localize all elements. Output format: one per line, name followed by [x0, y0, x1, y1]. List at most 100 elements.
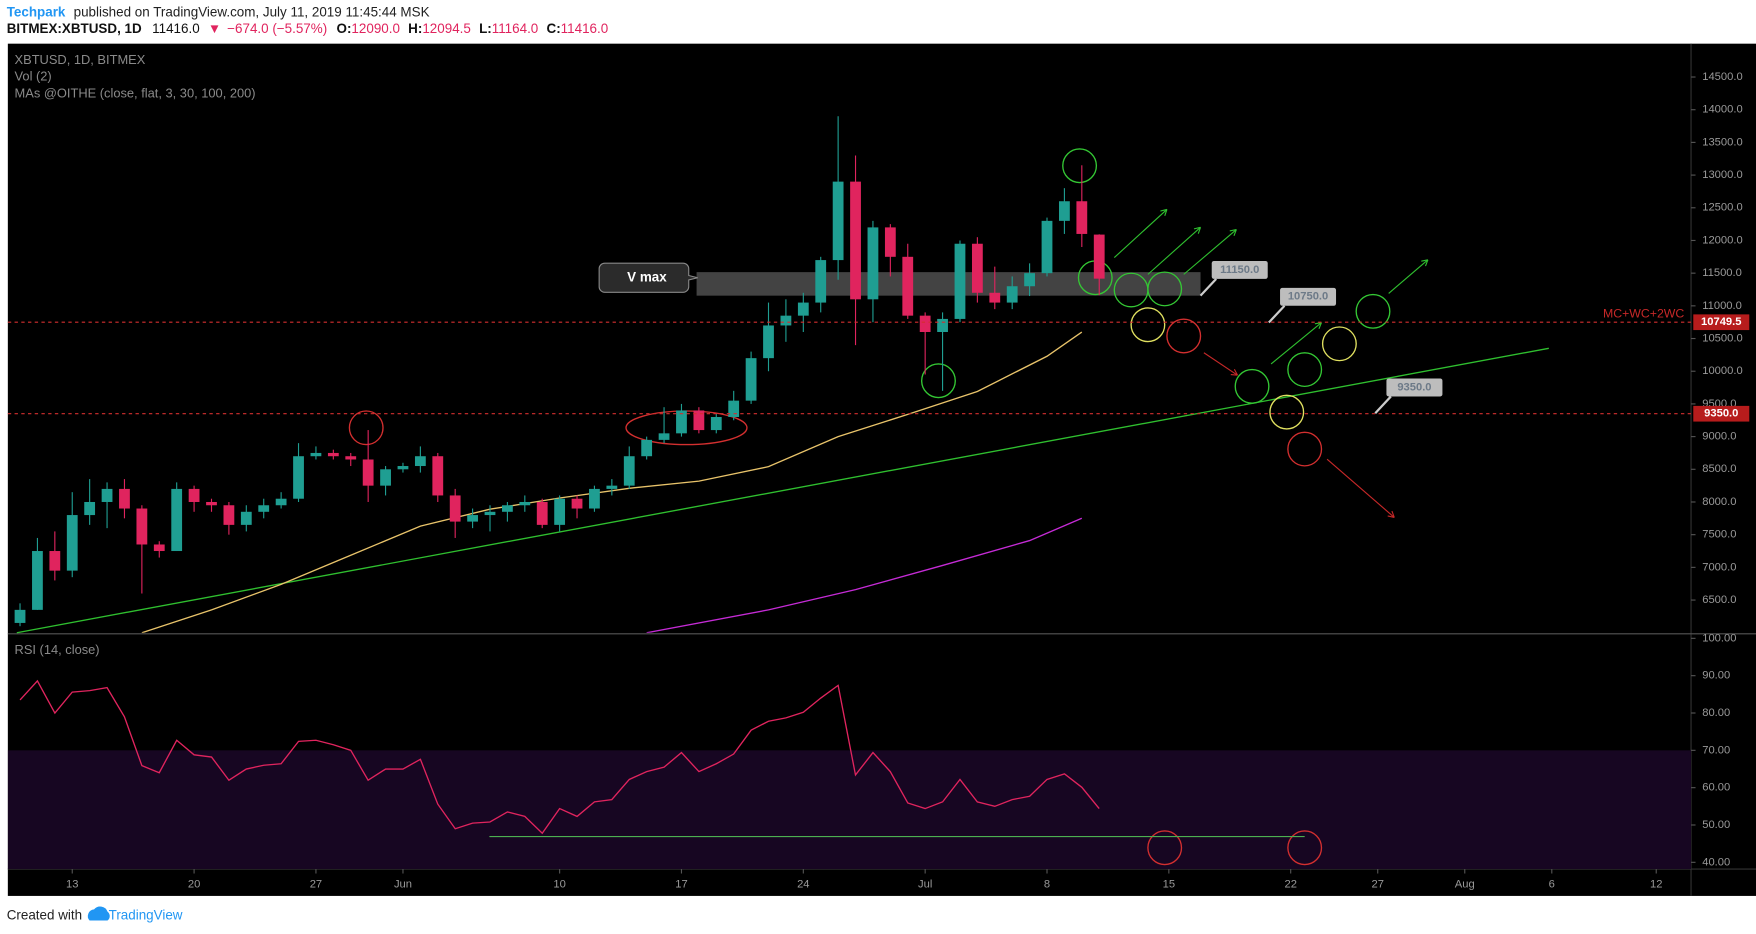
x-tick-label: 13 [66, 879, 78, 891]
candle-body [206, 501, 217, 506]
x-tick-label: 20 [188, 879, 200, 891]
arrow-head [1160, 208, 1168, 216]
rsi-line [19, 679, 1100, 835]
candle-body [136, 508, 148, 545]
x-tick-label: 24 [797, 879, 809, 891]
ohlc-key: O: [337, 21, 352, 36]
candle-body [623, 456, 635, 486]
price-callout [1280, 287, 1337, 306]
candle-body [84, 501, 96, 516]
rsi-band [7, 750, 1692, 870]
x-tick-label: 12 [1650, 879, 1662, 891]
footer-brand[interactable]: TradingView [109, 908, 183, 923]
candle-body [867, 227, 879, 300]
y-tick-label: 12500.0 [1702, 202, 1742, 214]
x-tick-label: 22 [1284, 879, 1296, 891]
arrow [1270, 322, 1322, 365]
candle-body [171, 488, 183, 552]
candle-body [449, 495, 461, 522]
x-tick-label: 27 [310, 879, 322, 891]
y-tick-label: 14500.0 [1702, 71, 1742, 83]
candle-body [850, 181, 861, 300]
y-tick-label: 40.00 [1702, 856, 1730, 868]
candle-body [658, 433, 670, 440]
x-tick-label: Aug [1455, 879, 1475, 891]
arrow-head [1193, 226, 1202, 234]
arrow [1113, 209, 1168, 258]
arrow [1326, 458, 1395, 518]
y-tick-label: 8500.0 [1702, 463, 1736, 475]
candle-body [188, 488, 200, 502]
plot: 6500.07000.07500.08000.08500.09000.09500… [7, 43, 1756, 896]
candle-body [745, 358, 757, 401]
callout-pointer [1268, 304, 1286, 324]
candle-body [502, 505, 513, 512]
candle-body [240, 511, 252, 525]
v-max-zone [696, 272, 1201, 296]
arrow-head [1229, 229, 1237, 237]
candle-body [467, 515, 478, 522]
symbol: BITMEX:XBTUSD, 1D [7, 21, 142, 36]
last: 11416.0 [152, 21, 200, 36]
arrow [1183, 229, 1237, 275]
candle-body [832, 181, 844, 261]
price-callout [1211, 260, 1268, 279]
y-tick-label: 14000.0 [1702, 104, 1742, 116]
ohlc-value: 11164.0 [492, 21, 539, 36]
price-callout-text: 9350.0 [1397, 381, 1431, 393]
x-tick-label: 27 [1372, 879, 1384, 891]
candle-body [49, 551, 61, 571]
candle-body [919, 315, 931, 333]
circle-mark [1355, 293, 1391, 329]
candle-body [414, 456, 426, 467]
circle-mark [1147, 271, 1183, 307]
y-tick-label: 11500.0 [1702, 267, 1742, 279]
x-tick-label: 10 [553, 879, 565, 891]
candle-body [223, 505, 235, 525]
change: −674.0 (−5.57%) [227, 21, 327, 36]
y-tick-label: 6500.0 [1702, 594, 1736, 606]
y-tick-label: 80.00 [1702, 707, 1730, 719]
candle-body [884, 227, 896, 257]
candle-body [66, 515, 78, 571]
price-callout [1386, 378, 1443, 397]
ohlc-value: 12094.5 [422, 21, 471, 36]
candle-body [345, 456, 357, 460]
candle-body [954, 243, 966, 319]
arrow-head [1387, 510, 1395, 518]
y-tick-label: 50.00 [1702, 819, 1730, 831]
circle-mark [1166, 318, 1202, 354]
price-label-bg [1693, 314, 1750, 331]
x-tick-label: 15 [1163, 879, 1175, 891]
y-tick-label: 13500.0 [1702, 136, 1742, 148]
candle-body [797, 302, 809, 316]
candle-body [815, 260, 827, 303]
header-line-2: BITMEX:XBTUSD, 1D 11416.0 ▼ −674.0 (−5.5… [7, 21, 608, 36]
candle-body [589, 488, 600, 509]
candle-body [693, 410, 705, 431]
author[interactable]: Techpark [7, 4, 66, 19]
y-tick-label: 13000.0 [1702, 169, 1742, 181]
arrow [1147, 226, 1201, 275]
circle-mark [1287, 352, 1323, 388]
y-tick-label: 90.00 [1702, 670, 1730, 682]
candle-body [606, 485, 618, 489]
price-label: 9350.0 [1704, 408, 1738, 420]
candle-body [310, 452, 322, 457]
line-note: MC+WC+2WC [1603, 307, 1684, 321]
candle-body [1006, 286, 1018, 303]
moving-average [646, 517, 1083, 633]
price-label: 10749.5 [1701, 316, 1741, 328]
candle-body [937, 318, 948, 333]
x-tick-label: 6 [1549, 879, 1555, 891]
y-tick-label: 7000.0 [1702, 561, 1736, 573]
callout-pointer [1374, 395, 1392, 415]
ohlc-key: L: [479, 21, 492, 36]
trendline [16, 347, 1549, 634]
candle-body [676, 410, 687, 434]
candle-body [1041, 220, 1053, 274]
y-tick-label: 8000.0 [1702, 496, 1736, 508]
y-tick-label: 70.00 [1702, 744, 1730, 756]
